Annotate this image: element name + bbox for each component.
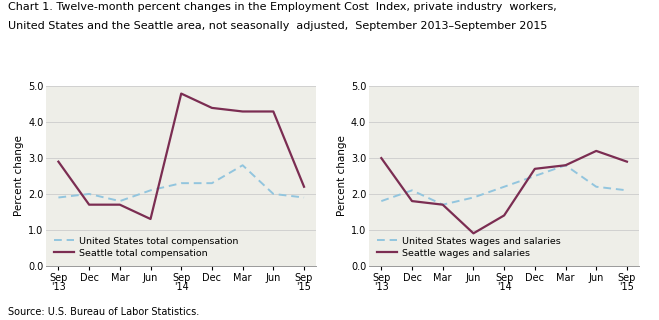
Line: United States total compensation: United States total compensation: [59, 165, 304, 201]
Seattle wages and salaries: [500, 213, 508, 217]
United States total compensation: [208, 181, 216, 185]
Seattle wages and salaries: [408, 199, 416, 203]
Seattle total compensation: [177, 92, 185, 95]
Line: Seattle wages and salaries: Seattle wages and salaries: [382, 151, 627, 233]
Seattle wages and salaries: [592, 149, 600, 153]
United States wages and salaries: [378, 199, 386, 203]
Line: United States wages and salaries: United States wages and salaries: [382, 165, 627, 205]
Text: Source: U.S. Bureau of Labor Statistics.: Source: U.S. Bureau of Labor Statistics.: [8, 307, 199, 317]
Seattle wages and salaries: [439, 203, 447, 207]
United States wages and salaries: [531, 174, 539, 178]
United States total compensation: [300, 196, 308, 199]
Seattle total compensation: [55, 160, 63, 164]
Seattle total compensation: [208, 106, 216, 110]
Legend: United States wages and salaries, Seattle wages and salaries: United States wages and salaries, Seattl…: [374, 234, 563, 261]
Text: United States and the Seattle area, not seasonally  adjusted,  September 2013–Se: United States and the Seattle area, not …: [8, 21, 547, 31]
United States wages and salaries: [439, 203, 447, 207]
Seattle wages and salaries: [469, 231, 477, 235]
Seattle wages and salaries: [623, 160, 631, 164]
Y-axis label: Percent change: Percent change: [337, 136, 347, 216]
United States wages and salaries: [469, 196, 477, 199]
United States wages and salaries: [561, 163, 569, 167]
United States total compensation: [270, 192, 277, 196]
Seattle wages and salaries: [561, 163, 569, 167]
Seattle total compensation: [116, 203, 124, 207]
United States total compensation: [55, 196, 63, 199]
United States total compensation: [239, 163, 246, 167]
Seattle total compensation: [85, 203, 93, 207]
United States total compensation: [116, 199, 124, 203]
Seattle total compensation: [146, 217, 154, 221]
United States wages and salaries: [408, 188, 416, 192]
United States wages and salaries: [500, 185, 508, 189]
United States wages and salaries: [592, 185, 600, 189]
United States total compensation: [177, 181, 185, 185]
Y-axis label: Percent change: Percent change: [14, 136, 24, 216]
United States total compensation: [146, 188, 154, 192]
Seattle total compensation: [239, 109, 246, 113]
Legend: United States total compensation, Seattle total compensation: United States total compensation, Seattl…: [51, 234, 241, 261]
Text: Chart 1. Twelve-month percent changes in the Employment Cost  Index, private ind: Chart 1. Twelve-month percent changes in…: [8, 2, 557, 12]
Line: Seattle total compensation: Seattle total compensation: [59, 93, 304, 219]
Seattle total compensation: [270, 109, 277, 113]
United States wages and salaries: [623, 188, 631, 192]
Seattle wages and salaries: [531, 167, 539, 171]
Seattle total compensation: [300, 185, 308, 189]
United States total compensation: [85, 192, 93, 196]
Seattle wages and salaries: [378, 156, 386, 160]
